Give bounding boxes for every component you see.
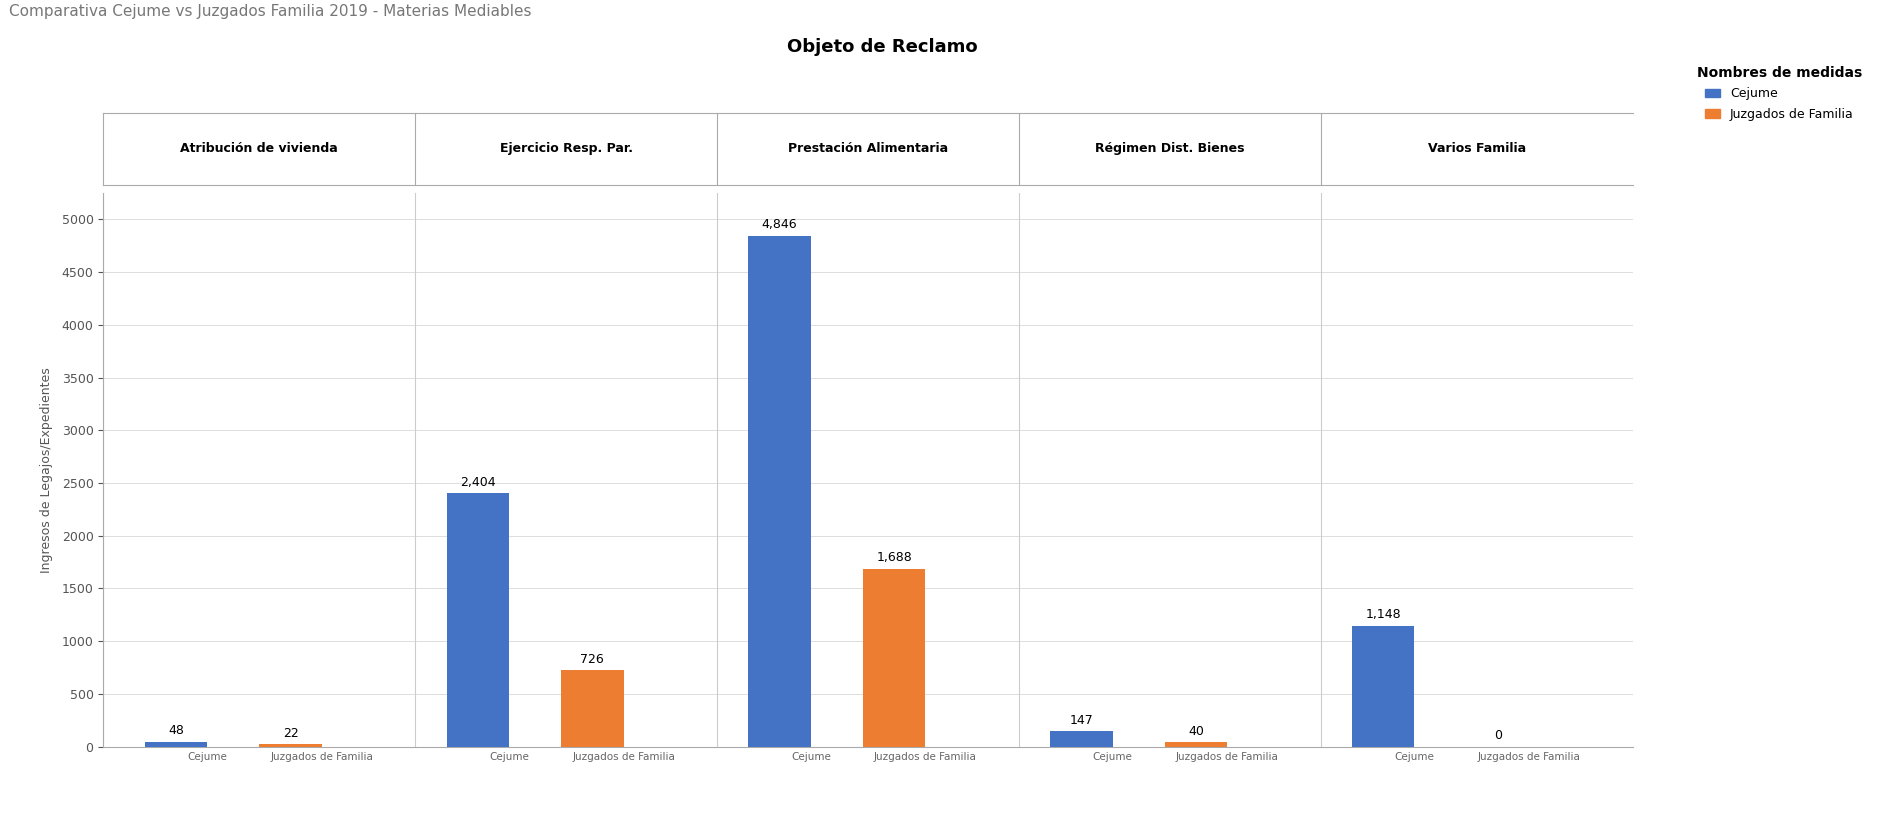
- Bar: [1166, 743, 1228, 747]
- Legend: Cejume, Juzgados de Familia: Cejume, Juzgados de Familia: [1691, 60, 1868, 126]
- Bar: [749, 236, 811, 747]
- Text: 1,688: 1,688: [877, 551, 912, 565]
- Text: Régimen Dist. Bienes: Régimen Dist. Bienes: [1094, 143, 1244, 155]
- Bar: [145, 742, 206, 747]
- Text: Objeto de Reclamo: Objeto de Reclamo: [786, 38, 978, 55]
- Bar: [1351, 626, 1415, 747]
- Text: Atribución de vivienda: Atribución de vivienda: [180, 143, 338, 155]
- Bar: [447, 493, 509, 747]
- Bar: [259, 744, 321, 747]
- Text: Comparativa Cejume vs Juzgados Familia 2019 - Materias Mediables: Comparativa Cejume vs Juzgados Familia 2…: [9, 4, 531, 19]
- Text: 1,148: 1,148: [1365, 608, 1400, 622]
- Y-axis label: Ingresos de Legajos/Expedientes: Ingresos de Legajos/Expedientes: [39, 367, 53, 573]
- Text: 147: 147: [1070, 714, 1092, 727]
- Text: 726: 726: [580, 653, 604, 666]
- Text: 4,846: 4,846: [762, 218, 798, 232]
- Text: Varios Familia: Varios Familia: [1428, 143, 1526, 155]
- Bar: [561, 670, 623, 747]
- Text: Prestación Alimentaria: Prestación Alimentaria: [788, 143, 948, 155]
- Text: 48: 48: [169, 724, 184, 737]
- Text: Ejercicio Resp. Par.: Ejercicio Resp. Par.: [499, 143, 633, 155]
- Text: 2,404: 2,404: [460, 476, 496, 489]
- Text: 40: 40: [1188, 725, 1203, 738]
- Text: 0: 0: [1494, 729, 1502, 743]
- Bar: [863, 569, 925, 747]
- Text: 22: 22: [283, 727, 298, 740]
- Bar: [1051, 732, 1113, 747]
